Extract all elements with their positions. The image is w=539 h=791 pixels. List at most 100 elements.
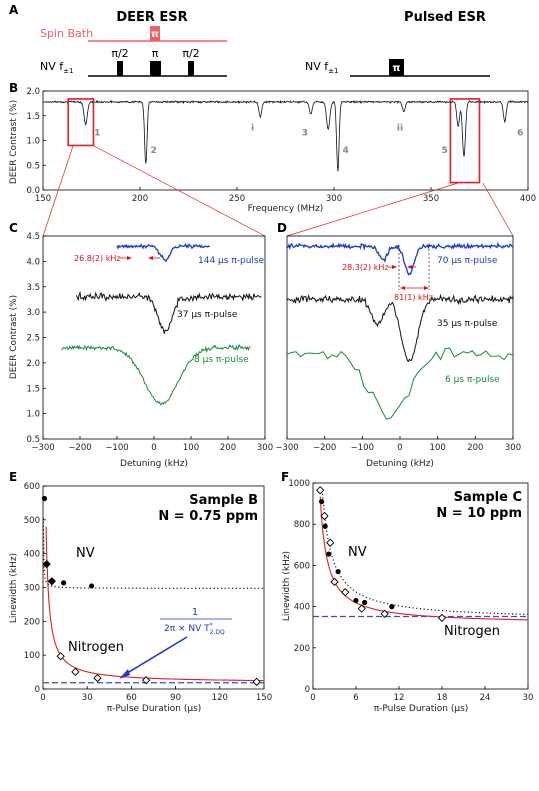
x-tick-label: 100: [430, 443, 446, 453]
legend-35us: 35 μs π-pulse: [437, 319, 498, 329]
formula-denominator: 2π × NV T* 2,DQ: [164, 622, 225, 636]
peak-label: i: [251, 124, 254, 134]
panel-c-frame: [42, 235, 266, 440]
y-tick-label: 500: [24, 516, 40, 526]
x-tick-label: 300: [326, 194, 342, 204]
y-tick-label: 400: [24, 550, 40, 560]
x-tick-label: 300: [257, 443, 273, 453]
x-tick-label: 150: [256, 693, 272, 703]
x-tick-label: 400: [520, 194, 536, 204]
y-tick-label: 600: [24, 482, 40, 492]
x-tick-label: 90: [170, 693, 181, 703]
nv-fit: [321, 490, 528, 615]
y-tick-label: 600: [294, 561, 310, 571]
x-tick-label: 100: [183, 443, 199, 453]
nv-point: [89, 583, 95, 589]
panel-f-concentration: N = 10 ppm: [436, 506, 522, 521]
panel-f-ticks: 0 6 12 18 24 30 0 200 400 600 800 1000: [288, 479, 533, 703]
panel-f-plot: [313, 486, 528, 623]
y-tick-label: 2.5: [26, 334, 40, 344]
panel-e-concentration: N = 0.75 ppm: [158, 509, 258, 524]
y-tick-label: 0: [35, 685, 40, 695]
trace-series: [286, 293, 514, 363]
zoom-line-c-right: [93, 145, 266, 237]
arrow-d1-left-head: [392, 265, 397, 269]
panel-f-nitrogen-label: Nitrogen: [444, 624, 500, 639]
trace-series: [116, 243, 210, 263]
x-tick-label: 12: [394, 693, 405, 703]
arrow-c-right-head: [148, 256, 153, 260]
legend-8us: 8 μs π-pulse: [194, 355, 249, 365]
pi-half-pulse-1: [117, 61, 123, 76]
nv-point: [61, 580, 67, 586]
peak-label: 4: [343, 146, 349, 156]
nitrogen-point: [56, 652, 65, 661]
panel-b-ticks: 150 200 250 300 350 400 0.0 0.5 1.0 1.5 2.0: [26, 87, 536, 204]
y-tick-label: 1000: [288, 479, 310, 489]
panel-c: C −300 −200 −100 0 100 200 300 0.5 1.0 1.5 2.0 2.5 3…: [9, 221, 273, 469]
formula-numerator: 1: [192, 607, 198, 618]
pulsed-esr-title: Pulsed ESR: [404, 10, 486, 25]
nitrogen-point: [330, 577, 339, 587]
panel-f: F 0 6 12 18 24 30 0 200 400 600 800 1000 π-Pulse Du…: [281, 470, 533, 714]
nv-point: [322, 523, 328, 529]
panel-e-y-axis-label: Linewidth (kHz): [9, 553, 19, 623]
x-tick-label: −100: [351, 443, 374, 453]
legend-6us: 6 μs π-pulse: [445, 375, 500, 385]
pi-pulse-nv: [150, 61, 161, 76]
trace-series: [75, 290, 262, 334]
x-tick-label: −300: [31, 443, 54, 453]
arrow-d1-right-head: [407, 265, 412, 269]
nitrogen-point: [437, 613, 447, 623]
nv-point: [389, 604, 395, 610]
y-tick-label: 3.0: [26, 308, 40, 318]
y-tick-label: 300: [24, 584, 40, 594]
zoom-line-d-right: [482, 182, 514, 237]
x-tick-label: 120: [212, 693, 228, 703]
y-tick-label: 200: [24, 617, 40, 627]
x-tick-label: 0: [397, 443, 402, 453]
x-tick-label: 200: [467, 443, 483, 453]
arrow-d2-left-head: [400, 286, 405, 290]
nv-point: [319, 498, 325, 505]
pi-half-label-1: π/2: [111, 47, 128, 60]
peak-label: 3: [302, 129, 308, 139]
y-tick-label: 4.5: [26, 232, 40, 242]
y-tick-label: 2.0: [26, 359, 40, 369]
panel-f-frame: [312, 482, 529, 690]
panel-c-ticks: −300 −200 −100 0 100 200 300 0.5 1.0 1.5 2.0 2.5 3.0…: [26, 232, 273, 453]
nitrogen-point: [71, 667, 80, 676]
panel-b-spectrum: [42, 99, 529, 172]
linewidth-annotation-d2: 81(1) kHz: [394, 293, 433, 302]
x-tick-label: 150: [35, 194, 51, 204]
panel-b-peak-labels: 1 2 i 3 4 ii 5 6: [94, 124, 523, 156]
x-tick-label: 60: [126, 693, 137, 703]
nitrogen-point: [320, 511, 329, 521]
panel-b-x-axis-label: Frequency (MHz): [248, 204, 324, 214]
x-tick-label: 350: [423, 194, 439, 204]
nv-label-deer: NV f±1: [40, 60, 73, 75]
spin-bath-label: Spin Bath: [40, 27, 93, 40]
legend-144us: 144 μs π-pulse: [198, 256, 265, 266]
legend-37us: 37 μs π-pulse: [177, 310, 238, 320]
panel-b-y-axis-label: DEER Contrast (%): [9, 100, 19, 184]
pi-label-nv: π: [152, 47, 159, 60]
arrow-d2-right-head: [424, 286, 429, 290]
x-tick-label: 24: [480, 693, 491, 703]
x-tick-label: 30: [82, 693, 93, 703]
panel-a-letter: A: [9, 3, 19, 17]
spin-bath-pi: π: [151, 29, 159, 40]
zoom-box-peak-1: [67, 98, 95, 147]
pi-half-label-2: π/2: [182, 47, 199, 60]
x-tick-label: 200: [220, 443, 236, 453]
trace-series: [286, 241, 514, 276]
panel-b: B 150 200 250 300 350 400 0.0 0.5 1.0 1.5 2.0 1 2 i 3…: [9, 81, 536, 237]
y-tick-label: 3.5: [26, 283, 40, 293]
nitrogen-point: [252, 677, 261, 686]
panel-f-y-axis-label: Linewidth (kHz): [282, 551, 292, 621]
panel-f-letter: F: [281, 470, 289, 484]
nv-point: [44, 561, 50, 567]
panel-c-y-axis-label: DEER Contrast (%): [9, 295, 19, 379]
panel-f-x-axis-label: π-Pulse Duration (μs): [374, 704, 469, 714]
nitrogen-point: [93, 673, 102, 683]
